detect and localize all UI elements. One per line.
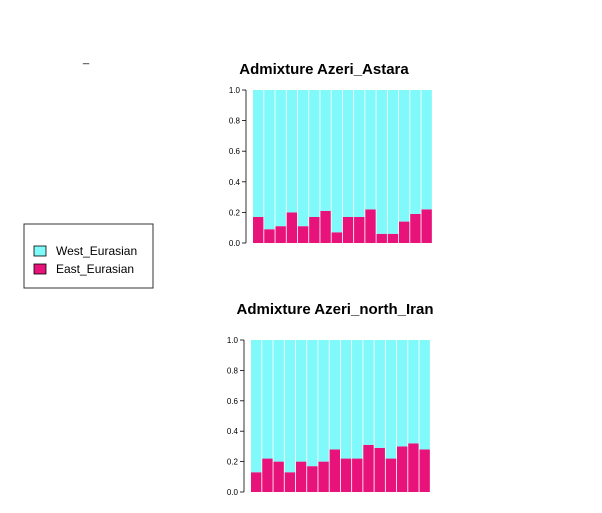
bar-west-eurasian — [421, 90, 432, 210]
bar-east-eurasian — [329, 449, 341, 492]
bar-east-eurasian — [251, 472, 262, 492]
bar-west-eurasian — [295, 340, 307, 462]
bar-west-eurasian — [408, 340, 419, 444]
bar-west-eurasian — [342, 90, 354, 217]
bar-west-eurasian — [385, 340, 397, 459]
bar-west-eurasian — [262, 340, 273, 459]
bar-east-eurasian — [419, 449, 430, 492]
y-tick-label: 0.6 — [227, 397, 239, 406]
bar-west-eurasian — [318, 340, 329, 462]
bar-west-eurasian — [354, 90, 365, 217]
y-tick-label: 0.2 — [227, 458, 239, 467]
y-tick-label: 0.0 — [229, 239, 241, 248]
bar-east-eurasian — [376, 233, 387, 243]
y-tick-label: 0.8 — [227, 366, 239, 375]
bar-east-eurasian — [331, 232, 343, 243]
bar-east-eurasian — [354, 216, 365, 243]
bar-east-eurasian — [352, 458, 363, 492]
y-tick-label: 1.0 — [227, 336, 239, 345]
bar-west-eurasian — [284, 340, 296, 473]
y-tick-label: 0.6 — [229, 147, 241, 156]
bar-east-eurasian — [408, 443, 419, 492]
legend-label-west-eurasian: West_Eurasian — [56, 244, 137, 258]
bar-west-eurasian — [320, 90, 331, 211]
bar-east-eurasian — [387, 233, 399, 243]
bar-west-eurasian — [410, 90, 421, 214]
bar-east-eurasian — [284, 472, 296, 492]
bar-west-eurasian — [297, 90, 309, 227]
bar-east-eurasian — [385, 458, 397, 492]
bar-east-eurasian — [273, 461, 284, 492]
bar-west-eurasian — [331, 90, 343, 233]
bar-east-eurasian — [264, 229, 275, 243]
bar-east-eurasian — [318, 461, 329, 492]
bar-east-eurasian — [410, 213, 421, 243]
y-tick-label: 0.4 — [229, 178, 241, 187]
chart-azeri-astara: Admixture Azeri_Astara 1.0 0.8 0.6 0.4 0.2 0.… — [229, 61, 432, 248]
y-axis: 1.0 0.8 0.6 0.4 0.2 0.0 — [227, 336, 245, 497]
bar-west-eurasian — [419, 340, 430, 450]
bar-east-eurasian — [320, 210, 331, 243]
bar-east-eurasian — [396, 446, 408, 492]
chart-azeri-north-iran: Admixture Azeri_north_Iran 1.0 0.8 0.6 0.4 0… — [227, 301, 434, 497]
bar-east-eurasian — [342, 216, 354, 243]
bar-east-eurasian — [286, 212, 298, 243]
bar-west-eurasian — [275, 90, 286, 227]
bar-east-eurasian — [309, 216, 320, 243]
bar-west-eurasian — [329, 340, 341, 450]
legend: West_Eurasian East_Eurasian — [23, 223, 154, 289]
bar-east-eurasian — [262, 458, 273, 492]
bar-west-eurasian — [363, 340, 374, 445]
bar-west-eurasian — [253, 90, 264, 217]
y-axis: 1.0 0.8 0.6 0.4 0.2 0.0 — [229, 86, 247, 248]
bar-east-eurasian — [421, 209, 432, 243]
bar-west-eurasian — [365, 90, 376, 210]
y-tick-label: 0.4 — [227, 427, 239, 436]
bar-east-eurasian — [297, 226, 309, 243]
bar-west-eurasian — [352, 340, 363, 459]
bar-east-eurasian — [253, 216, 264, 243]
bar-west-eurasian — [264, 90, 275, 230]
bars — [251, 340, 430, 492]
bar-east-eurasian — [398, 221, 410, 243]
chart-title: Admixture Azeri_Astara — [239, 61, 409, 78]
bar-east-eurasian — [275, 226, 286, 243]
bar-east-eurasian — [340, 458, 352, 492]
y-tick-label: 0.2 — [229, 208, 241, 217]
legend-swatch-west-eurasian — [33, 245, 47, 257]
legend-swatch-east-eurasian — [33, 263, 47, 275]
bar-west-eurasian — [387, 90, 399, 234]
y-tick-label: 0.8 — [229, 117, 241, 126]
bar-west-eurasian — [376, 90, 387, 234]
bar-west-eurasian — [396, 340, 408, 447]
bar-east-eurasian — [374, 447, 385, 492]
bar-east-eurasian — [307, 466, 318, 492]
chart-title: Admixture Azeri_north_Iran — [237, 301, 434, 318]
bar-west-eurasian — [273, 340, 284, 462]
bar-west-eurasian — [309, 90, 320, 217]
bar-west-eurasian — [286, 90, 298, 213]
legend-label-east-eurasian: East_Eurasian — [56, 262, 134, 276]
bar-west-eurasian — [374, 340, 385, 448]
bars — [253, 90, 432, 243]
dash-mark: _ — [82, 53, 90, 65]
y-tick-label: 0.0 — [227, 488, 239, 497]
y-tick-label: 1.0 — [229, 86, 241, 95]
bar-west-eurasian — [251, 340, 262, 473]
bar-east-eurasian — [365, 209, 376, 243]
bar-west-eurasian — [398, 90, 410, 222]
bar-east-eurasian — [363, 444, 374, 492]
bar-west-eurasian — [307, 340, 318, 467]
bar-east-eurasian — [295, 461, 307, 492]
bar-west-eurasian — [340, 340, 352, 459]
